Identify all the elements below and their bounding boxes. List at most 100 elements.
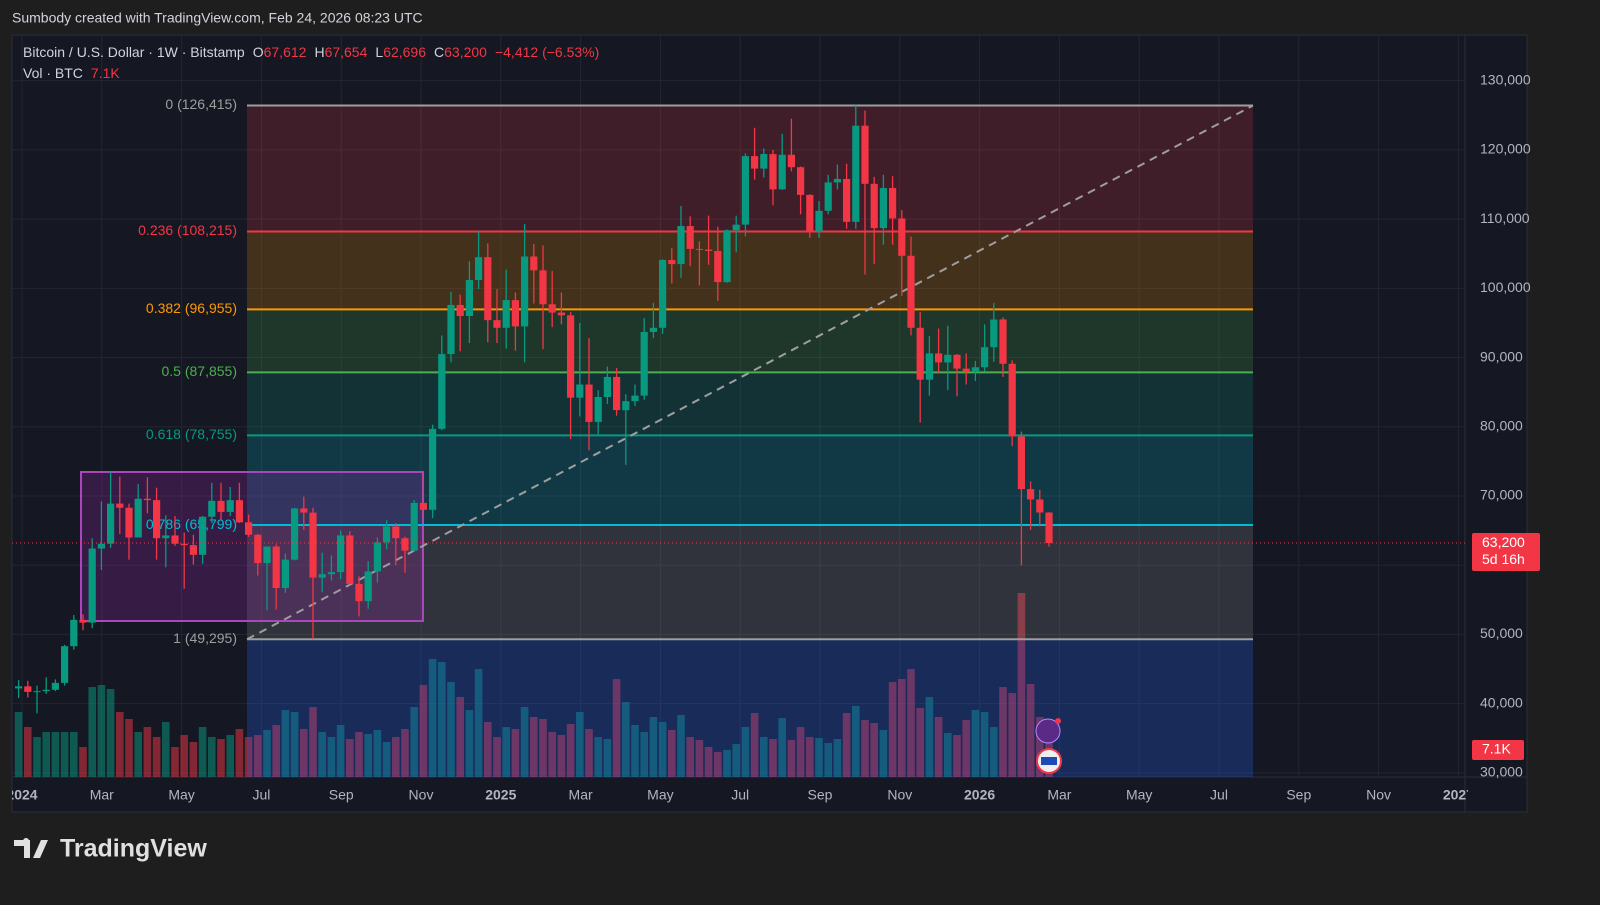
candle-body <box>429 428 437 510</box>
volume-bar <box>290 712 299 777</box>
candle-body <box>199 516 207 555</box>
volume-bar <box>208 737 216 777</box>
volume-bar <box>714 752 722 777</box>
y-tick-label: 100,000 <box>1480 279 1531 295</box>
volume-bar <box>824 743 832 777</box>
ohlc-key: C <box>434 44 444 60</box>
y-tick-label: 50,000 <box>1480 625 1523 641</box>
candle-body <box>751 156 759 169</box>
volume-bar <box>152 737 161 777</box>
candle-body <box>861 125 869 184</box>
ohlc-key: H <box>314 44 324 60</box>
volume-bar <box>382 742 391 777</box>
candle-body <box>1045 512 1053 544</box>
volume-bar <box>980 712 989 777</box>
candle-body <box>741 156 749 225</box>
x-tick-label: 2027 <box>1443 787 1474 803</box>
candle-body <box>686 226 694 249</box>
candle-body <box>438 354 446 429</box>
volume-bar <box>695 740 704 777</box>
candle-body <box>760 154 768 169</box>
ohlc-value: 67,654 <box>325 44 368 60</box>
volume-bar <box>520 707 529 777</box>
volume-bar <box>852 706 860 777</box>
x-tick-label: Nov <box>409 787 434 803</box>
volume-bar <box>70 732 78 777</box>
volume-bar <box>677 715 685 777</box>
candle-body <box>235 500 243 523</box>
x-tick-label: 2026 <box>964 787 995 803</box>
x-tick-label: Nov <box>1366 787 1391 803</box>
volume-bar <box>300 729 308 777</box>
volume-bar <box>493 737 501 777</box>
volume-bar <box>364 734 372 777</box>
logo-mark <box>14 838 48 858</box>
volume-bar <box>539 719 547 777</box>
volume-bar <box>879 730 888 777</box>
x-tick-label: Jul <box>252 787 270 803</box>
candle-body <box>337 535 345 573</box>
volume-bar <box>428 659 437 777</box>
candle-body <box>631 395 639 402</box>
volume-bar <box>796 727 805 777</box>
candle-body <box>806 194 814 231</box>
y-tick-label: 130,000 <box>1480 71 1531 87</box>
x-tick-label: 2024 <box>6 787 37 803</box>
candle-body <box>383 526 391 543</box>
candle-body <box>143 498 151 501</box>
volume-bar <box>870 723 878 777</box>
candle-body <box>778 154 786 190</box>
candle-body <box>456 304 464 317</box>
volume-bar <box>732 744 740 777</box>
volume-bar <box>686 737 694 777</box>
candle-body <box>24 686 32 692</box>
x-tick-label: Sep <box>1286 787 1311 803</box>
volume-bar <box>447 682 455 777</box>
candle-body <box>613 376 621 411</box>
volume-bar <box>484 722 492 777</box>
volume-bar <box>1026 684 1035 777</box>
candle-body <box>530 256 538 271</box>
candle-body <box>732 224 740 231</box>
volume-value: 7.1K <box>91 65 120 81</box>
volume-bar <box>778 718 786 777</box>
volume-bar <box>962 720 970 777</box>
fib-zone <box>247 231 1253 310</box>
candle-body <box>649 327 657 332</box>
candle-body <box>484 257 492 321</box>
x-tick-label: Nov <box>887 787 912 803</box>
volume-bar <box>750 713 759 777</box>
change: −4,412 (−6.53%) <box>495 44 599 60</box>
candle-body <box>180 543 188 546</box>
candle-body <box>226 500 234 512</box>
volume-bar <box>971 710 980 777</box>
volume-legend: Vol · BTC 7.1K <box>23 65 120 81</box>
watermark: Sumbody created with TradingView.com, Fe… <box>12 10 423 26</box>
volume-bar <box>806 737 814 777</box>
time-axis: 2024 Mar May Jul Sep Nov 2025 Mar May Jul Sep Nov 20… <box>6 787 1474 803</box>
volume-bar <box>171 747 179 777</box>
candle-body <box>162 535 170 539</box>
fib-label: 0.382 (96,955) <box>146 300 237 316</box>
candle-body <box>797 167 805 195</box>
icons <box>1035 718 1062 774</box>
candle-body <box>870 183 878 229</box>
fib-zone <box>247 105 1253 232</box>
volume-bar <box>235 729 244 777</box>
volume-bar <box>953 735 961 777</box>
x-tick-label: Mar <box>569 787 593 803</box>
volume-bar <box>622 702 630 777</box>
candle-body <box>953 354 961 369</box>
y-tick-label: 120,000 <box>1480 141 1531 157</box>
event-icon <box>1035 718 1061 744</box>
candle-body <box>134 498 142 538</box>
volume-bar <box>33 737 41 777</box>
candle-body <box>898 218 906 256</box>
ohlc-key: O <box>253 44 264 60</box>
candle-body <box>1008 363 1016 437</box>
volume-bar <box>760 737 768 777</box>
plot: 0 (126,415) 0.236 (108,215) 0.382 (96,955)… <box>12 35 1465 777</box>
volume-bar <box>769 739 777 777</box>
fib-zone <box>247 372 1253 436</box>
